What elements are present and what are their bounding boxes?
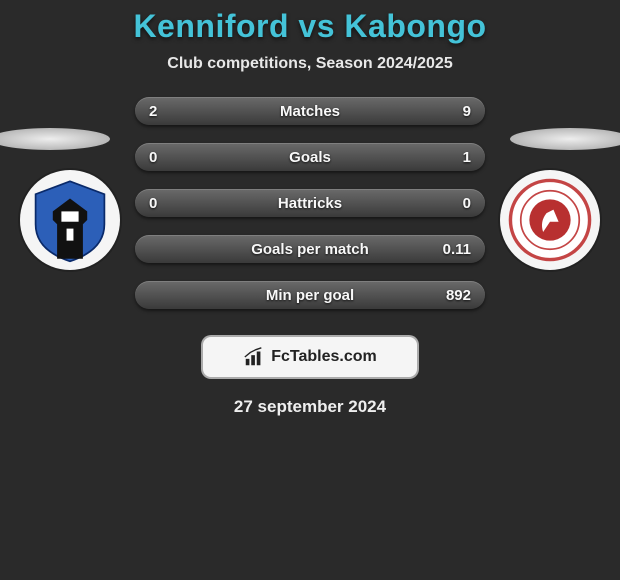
stat-row: Min per goal 892 — [135, 281, 485, 309]
date-text: 27 september 2024 — [234, 397, 386, 417]
stat-label: Min per goal — [266, 287, 354, 304]
stat-label: Goals — [289, 149, 331, 166]
stat-row: 0 Goals 1 — [135, 143, 485, 171]
stat-left-value: 0 — [149, 149, 179, 166]
stat-label: Goals per match — [251, 241, 369, 258]
attribution-logo: FcTables.com — [201, 335, 419, 379]
stat-label: Hattricks — [278, 195, 342, 212]
page-title: Kenniford vs Kabongo — [133, 8, 486, 45]
stat-right-value: 0.11 — [441, 241, 471, 258]
stat-right-value: 1 — [441, 149, 471, 166]
stat-left-value: 0 — [149, 195, 179, 212]
bar-chart-icon — [243, 346, 265, 368]
stat-right-value: 9 — [441, 103, 471, 120]
stat-row: 0 Hattricks 0 — [135, 189, 485, 217]
stat-right-value: 892 — [441, 287, 471, 304]
stats-list: 2 Matches 9 0 Goals 1 0 Hattricks 0 Goal… — [0, 97, 620, 309]
stat-label: Matches — [280, 103, 340, 120]
stat-row: Goals per match 0.11 — [135, 235, 485, 263]
subtitle: Club competitions, Season 2024/2025 — [167, 55, 452, 73]
stat-row: 2 Matches 9 — [135, 97, 485, 125]
main-container: Kenniford vs Kabongo Club competitions, … — [0, 0, 620, 417]
stat-right-value: 0 — [441, 195, 471, 212]
stat-left-value: 2 — [149, 103, 179, 120]
logo-text: FcTables.com — [271, 348, 377, 366]
